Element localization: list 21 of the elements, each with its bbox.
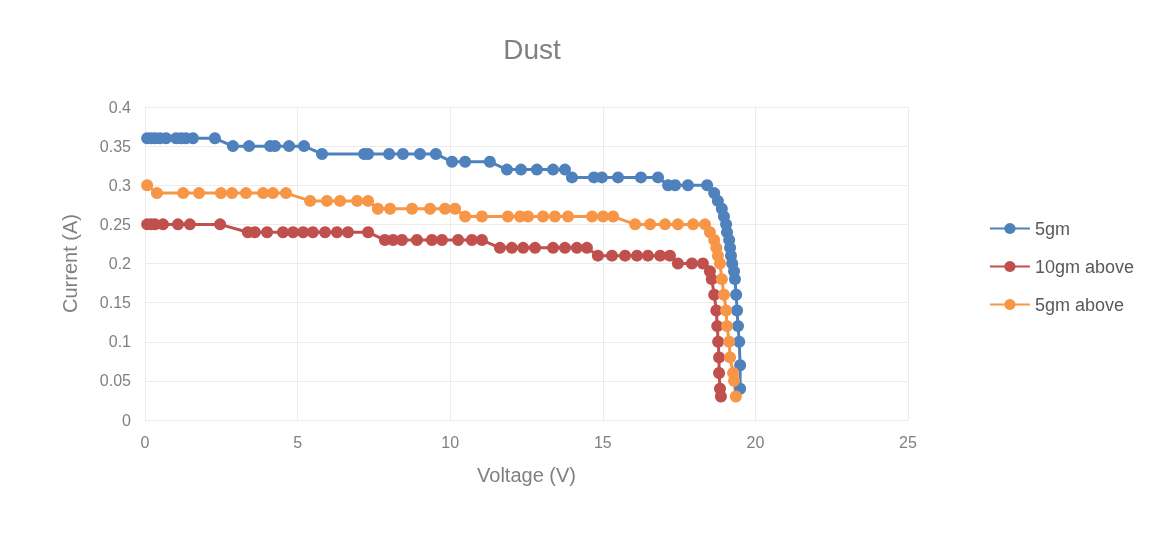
x-tick-label: 5	[293, 433, 303, 451]
legend-label: 10gm above	[1034, 256, 1135, 277]
legend-label: 5gm above	[1034, 294, 1124, 315]
x-tick-label: 20	[746, 433, 765, 451]
x-tick-label: 10	[441, 433, 460, 451]
y-axis-title: Current (A)	[59, 214, 81, 313]
y-tick-label: 0.2	[108, 255, 132, 272]
y-tick-label: 0.25	[99, 215, 132, 233]
x-tick-label: 0	[140, 433, 150, 451]
y-tick-label: 0	[122, 411, 132, 429]
y-tick-label: 0.15	[99, 294, 132, 312]
chart-title: Dust	[503, 33, 561, 65]
y-tick-label: 0.35	[99, 137, 132, 155]
y-tick-label: 0.05	[99, 372, 132, 390]
y-tick-label: 0.4	[108, 98, 132, 116]
y-tick-label: 0.1	[108, 333, 132, 351]
y-tick-label: 0.3	[108, 176, 132, 194]
x-axis-title: Voltage (V)	[477, 464, 576, 486]
legend-label: 5gm	[1034, 218, 1070, 239]
x-tick-label: 25	[899, 433, 917, 451]
x-tick-label: 15	[593, 433, 612, 451]
